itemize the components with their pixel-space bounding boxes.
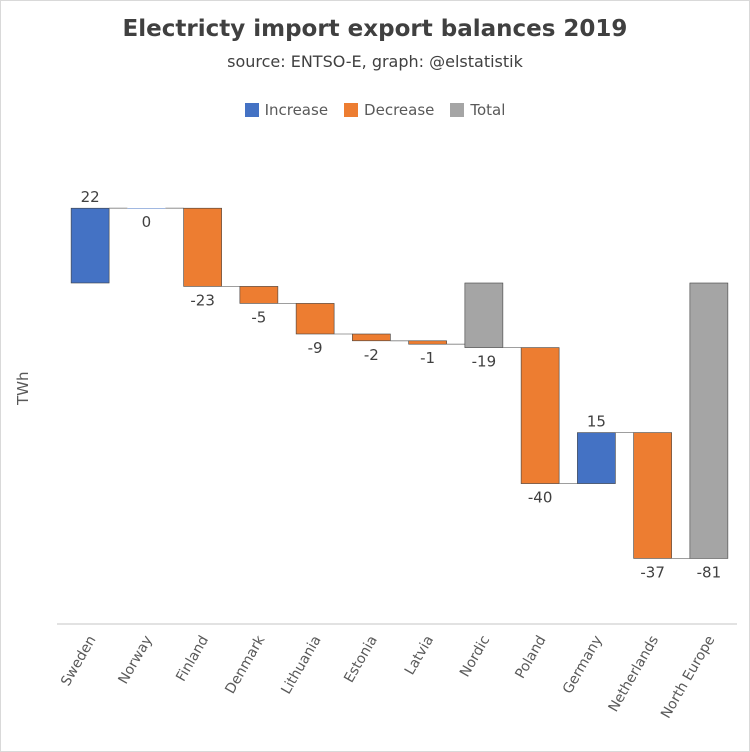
legend-swatch: [244, 103, 259, 117]
data-label: -40: [528, 489, 553, 507]
data-label: -81: [697, 563, 722, 581]
x-tick-label: Germany: [560, 633, 606, 697]
legend: Increase Decrease Total: [0, 101, 750, 119]
bar-nordic: [464, 282, 504, 348]
legend-label: Total: [470, 101, 506, 119]
bar-sweden: [70, 207, 110, 284]
data-label: 22: [81, 188, 100, 206]
chart-title: Electricty import export balances 2019: [122, 16, 628, 42]
bar-germany: [577, 432, 616, 484]
x-tick-label: Finland: [173, 633, 212, 684]
data-label: -2: [364, 346, 379, 364]
bar-latvia: [408, 340, 447, 345]
legend-swatch: [344, 103, 359, 117]
data-label: -19: [472, 353, 497, 371]
legend-item-increase: Increase: [244, 101, 329, 119]
bar-north-europe: [689, 282, 729, 559]
data-label: 15: [587, 413, 606, 431]
bar-finland: [183, 207, 222, 287]
data-label: 0: [142, 213, 152, 231]
x-tick-label: Lithuania: [278, 633, 324, 697]
x-tick-label: North Europe: [658, 633, 718, 721]
x-tick-label: Nordic: [457, 633, 493, 680]
bar-netherlands: [633, 432, 672, 559]
legend-swatch: [450, 103, 465, 117]
x-tick-label: Norway: [115, 633, 155, 687]
legend-item-total: Total: [450, 101, 505, 119]
data-label: -9: [308, 339, 323, 357]
x-tick-label: Estonia: [341, 633, 381, 686]
x-tick-label: Poland: [512, 633, 549, 681]
x-tick-label: Netherlands: [606, 633, 663, 715]
legend-label: Increase: [264, 101, 329, 119]
x-tick-label: Denmark: [222, 632, 268, 696]
chart-subtitle: source: ENTSO-E, graph: @elstatistik: [227, 52, 523, 71]
bar-lithuania: [295, 303, 335, 335]
data-label: -1: [420, 349, 435, 367]
x-tick-label: Latvia: [402, 633, 437, 678]
data-label: -37: [640, 563, 665, 581]
bar-poland: [520, 347, 560, 484]
bar-norway: [127, 208, 166, 209]
data-label: -5: [251, 308, 266, 326]
bar-denmark: [239, 286, 279, 304]
legend-label: Decrease: [364, 101, 435, 119]
bar-estonia: [352, 333, 391, 342]
data-label: -23: [190, 291, 215, 309]
x-tick-label: Sweden: [58, 633, 100, 689]
legend-item-decrease: Decrease: [344, 101, 434, 119]
